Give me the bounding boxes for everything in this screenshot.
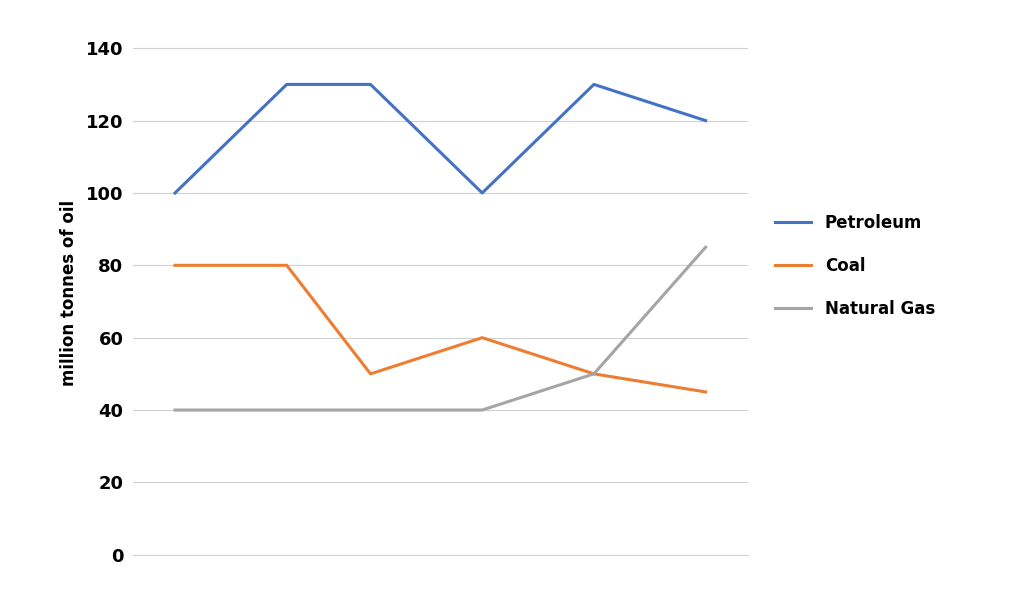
Petroleum [169,189,181,197]
Legend: Petroleum, Coal, Natural Gas: Petroleum, Coal, Natural Gas [768,207,942,325]
Petroleum [365,81,377,88]
Petroleum [281,81,293,88]
Coal [281,262,293,269]
Petroleum [476,189,488,197]
Natural Gas [169,406,181,414]
Natural Gas [281,406,293,414]
Petroleum [588,81,600,88]
Natural Gas [699,244,712,251]
Coal [699,388,712,396]
Line: Petroleum: Petroleum [175,84,706,193]
Natural Gas [588,370,600,377]
Line: Coal: Coal [175,265,706,392]
Petroleum [699,117,712,124]
Y-axis label: million tonnes of oil: million tonnes of oil [59,200,78,385]
Coal [365,370,377,377]
Natural Gas [365,406,377,414]
Coal [169,262,181,269]
Coal [476,334,488,341]
Line: Natural Gas: Natural Gas [175,247,706,410]
Natural Gas [476,406,488,414]
Coal [588,370,600,377]
